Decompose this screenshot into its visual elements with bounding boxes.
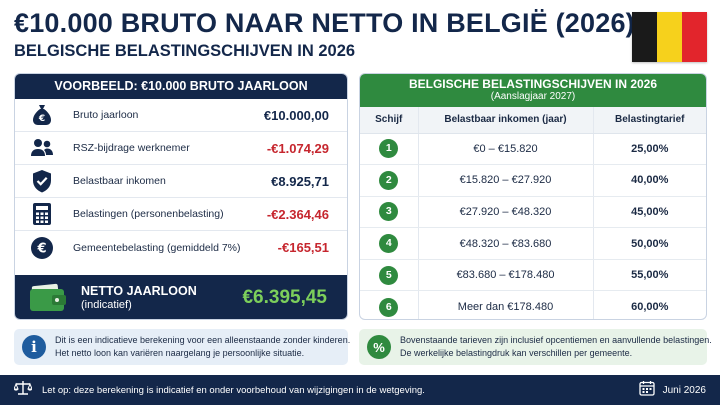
bracket-range: €27.920 – €48.320 — [418, 196, 593, 229]
example-card-heading: VOORBEELD: €10.000 BRUTO JAARLOON — [15, 74, 347, 99]
example-row-rsz: RSZ-bijdrage werknemer -€1.074,29 — [15, 132, 347, 165]
table-row: 4 €48.320 – €83.680 50,00% — [360, 227, 706, 260]
row-label: RSZ-bijdrage werknemer — [73, 142, 190, 154]
bracket-range: Meer dan €178.480 — [457, 301, 554, 314]
bracket-rate: 50,00% — [592, 227, 706, 260]
bracket-number-badge: 4 — [379, 234, 399, 254]
page-subtitle: BELGISCHE BELASTINGSCHIJVEN IN 2026 — [14, 42, 356, 60]
table-row: 2 €15.820 – €27.920 40,00% — [360, 164, 706, 197]
example-rows: € Bruto jaarloon €10.000,00 RSZ-bijdrage… — [15, 99, 347, 264]
table-row: 1 €0 – €15.820 25,00% — [360, 133, 706, 166]
netto-value: €6.395,45 — [242, 287, 327, 308]
bracket-rate: 60,00% — [592, 290, 706, 319]
example-row-gross: € Bruto jaarloon €10.000,00 — [15, 99, 347, 132]
row-value: -€2.364,46 — [266, 206, 329, 222]
brackets-card-heading: BELGISCHE BELASTINGSCHIJVEN IN 2026 (Aan… — [360, 74, 706, 107]
info-note-right: % Bovenstaande tarieven zijn inclusief o… — [359, 329, 712, 365]
row-value: -€1.074,29 — [266, 140, 329, 156]
table-row: 3 €27.920 – €48.320 45,00% — [360, 196, 706, 229]
info-note-line: De werkelijke belastingdruk kan verschil… — [400, 348, 633, 358]
shield-check-icon — [29, 168, 55, 194]
people-icon — [29, 135, 55, 161]
brackets-heading: BELGISCHE BELASTINGSCHIJVEN IN 2026 — [408, 77, 658, 91]
page-title: €10.000 BRUTO NAAR NETTO IN BELGIË (2026… — [14, 8, 635, 38]
flag-black-stripe — [632, 12, 657, 62]
netto-summary: NETTO JAARLOON (indicatief) €6.395,45 — [15, 275, 347, 319]
bracket-range: €48.320 – €83.680 — [418, 227, 593, 260]
netto-label: NETTO JAARLOON — [81, 284, 197, 298]
info-note-left: i Dit is een indicatieve berekening voor… — [14, 329, 351, 365]
scales-icon — [13, 380, 33, 401]
example-row-taxable: Belastbaar inkomen €8.925,71 — [15, 165, 347, 198]
example-row-municipal-tax: € Gemeentebelasting (gemiddeld 7%) -€165… — [15, 231, 347, 264]
bracket-rate: 40,00% — [592, 164, 706, 197]
bracket-rate: 25,00% — [592, 133, 706, 166]
footer-disclaimer: Let op: deze berekening is indicatief en… — [42, 384, 425, 396]
info-note-line: Bovenstaande tarieven zijn inclusief opc… — [400, 335, 712, 345]
column-header: Belastbaar inkomen (jaar) — [418, 107, 593, 134]
bracket-number-badge: 2 — [379, 170, 399, 190]
row-value: -€165,51 — [277, 240, 329, 255]
info-note-line: Dit is een indicatieve berekening voor e… — [55, 335, 351, 345]
row-label: Belastingen (personenbelasting) — [73, 208, 224, 220]
example-card: VOORBEELD: €10.000 BRUTO JAARLOON € Brut… — [14, 73, 348, 320]
bracket-rate: 55,00% — [592, 259, 706, 292]
table-row: 5 €83.680 – €178.480 55,00% — [360, 259, 706, 292]
row-value: €8.925,71 — [271, 173, 329, 189]
svg-text:€: € — [36, 241, 46, 256]
euro-coin-icon: € — [29, 235, 55, 261]
bracket-number-badge: 1 — [379, 139, 399, 159]
calculator-icon — [29, 201, 55, 227]
bracket-number-badge: 6 — [379, 297, 399, 317]
bracket-range: €0 – €15.820 — [418, 133, 593, 166]
bracket-range: €15.820 – €27.920 — [418, 164, 593, 197]
netto-sublabel: (indicatief) — [81, 299, 132, 311]
money-bag-icon: € — [29, 102, 55, 128]
bracket-range: €83.680 – €178.480 — [418, 259, 593, 292]
calendar-icon — [638, 380, 655, 401]
percent-icon: % — [367, 335, 391, 359]
column-header: Schijf — [360, 107, 419, 134]
header: €10.000 BRUTO NAAR NETTO IN BELGIË (2026… — [0, 0, 720, 64]
svg-text:€: € — [38, 114, 45, 124]
info-icon: i — [22, 335, 46, 359]
bracket-number-badge: 3 — [379, 202, 399, 222]
row-label: Belastbaar inkomen — [73, 175, 166, 187]
bracket-rate: 45,00% — [592, 196, 706, 229]
belgian-flag — [632, 12, 707, 62]
flag-red-stripe — [682, 12, 707, 62]
wallet-icon — [29, 283, 67, 313]
flag-yellow-stripe — [657, 12, 682, 62]
row-label: Bruto jaarloon — [73, 109, 139, 121]
table-row: 6 Meer dan €178.480 60,00% — [360, 290, 706, 319]
footer-date: Juni 2026 — [662, 384, 706, 396]
info-note-line: Het netto loon kan variëren naargelang j… — [55, 348, 305, 358]
table-header-row: Schijf Belastbaar inkomen (jaar) Belasti… — [360, 107, 706, 134]
row-value: €10.000,00 — [263, 107, 329, 123]
bracket-number-badge: 5 — [379, 265, 399, 285]
row-label: Gemeentebelasting (gemiddeld 7%) — [73, 241, 241, 254]
brackets-subheading: (Aanslagjaar 2027) — [490, 91, 576, 102]
brackets-table: Schijf Belastbaar inkomen (jaar) Belasti… — [360, 107, 706, 319]
footer: Let op: deze berekening is indicatief en… — [0, 375, 720, 405]
brackets-card: BELGISCHE BELASTINGSCHIJVEN IN 2026 (Aan… — [359, 73, 707, 320]
example-row-income-tax: Belastingen (personenbelasting) -€2.364,… — [15, 198, 347, 231]
column-header: Belastingtarief — [592, 107, 706, 134]
